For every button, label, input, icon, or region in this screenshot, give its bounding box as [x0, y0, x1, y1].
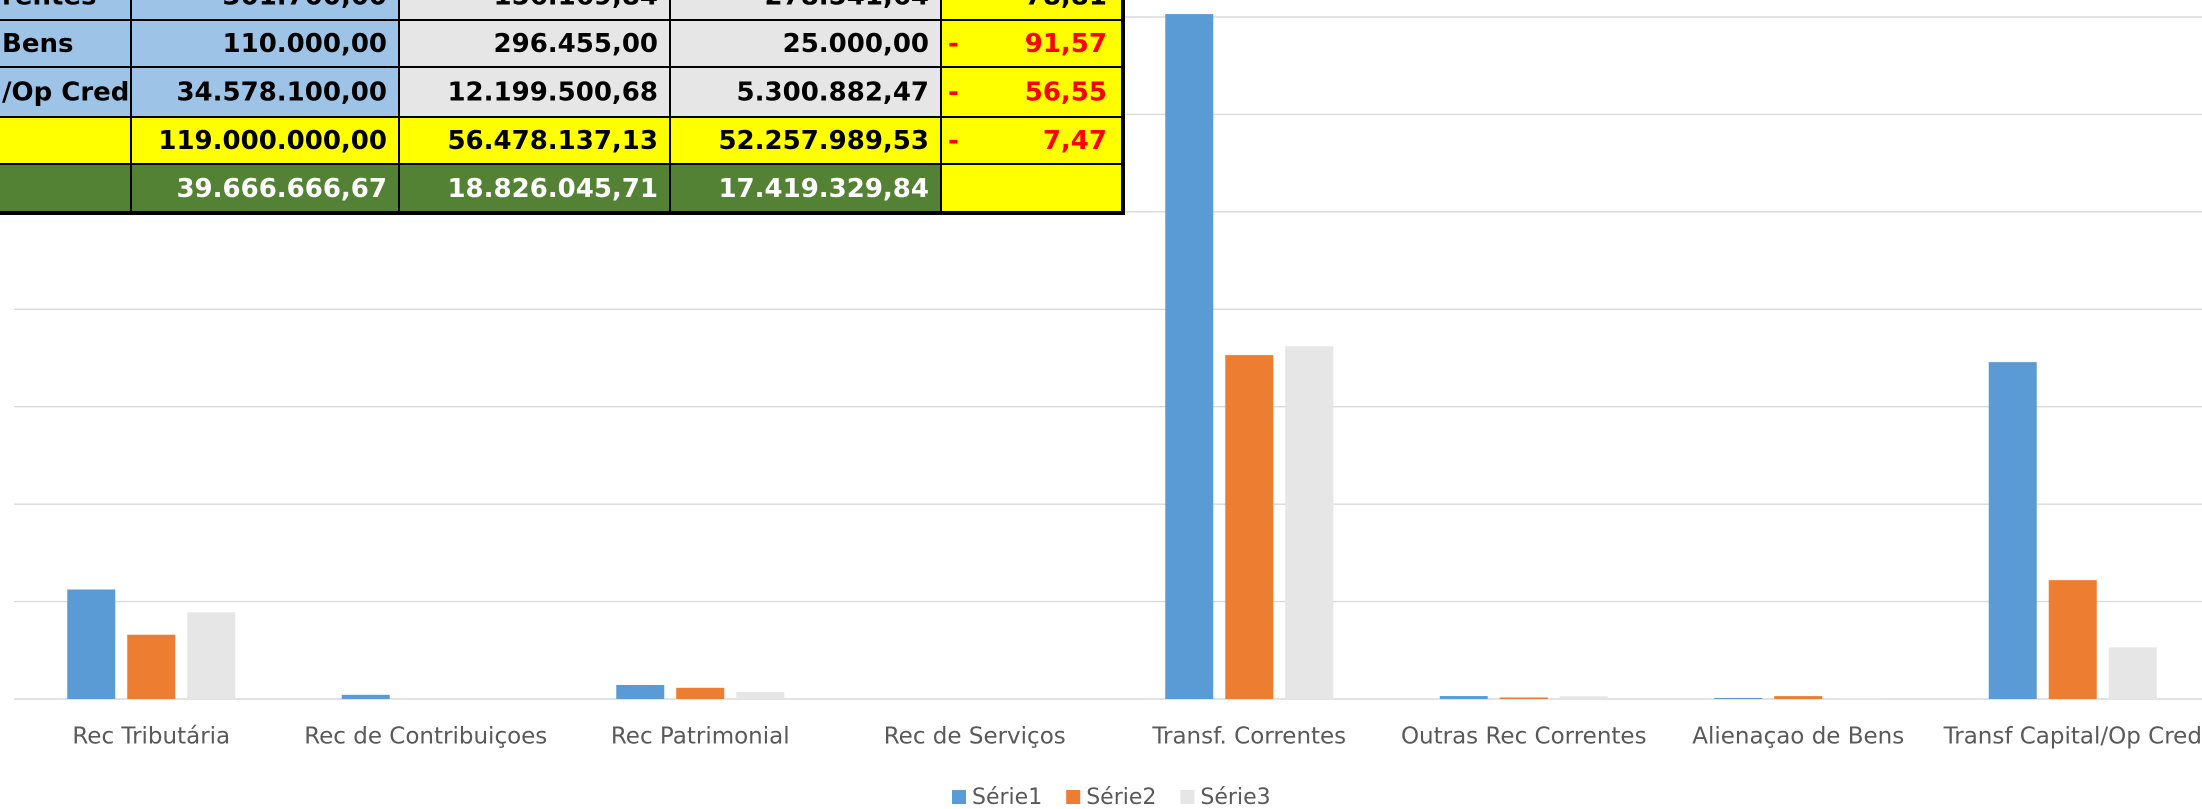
table-cell — [398, 66, 671, 118]
cell-pct: 91,57 — [1025, 29, 1107, 59]
x-tick-label: Rec Patrimonial — [611, 724, 790, 750]
table-cell — [0, 66, 132, 118]
bar — [1714, 697, 1763, 699]
legend-label: Série1 — [972, 785, 1042, 809]
cell-value: 17.419.329,84 — [718, 174, 929, 204]
bar — [1988, 362, 2037, 699]
bar — [1499, 697, 1548, 699]
bar — [736, 691, 785, 699]
x-tick-label: Transf. Correntes — [1151, 724, 1346, 750]
x-tick-label: Rec de Contribuiçoes — [304, 724, 547, 750]
cell-value: 52.257.989,53 — [718, 126, 929, 156]
table-cell — [940, 163, 1124, 214]
bar — [1774, 696, 1823, 699]
legend-swatch — [1180, 790, 1195, 804]
legend-label: Série3 — [1200, 785, 1270, 809]
table-cell — [669, 163, 942, 214]
table-cell — [940, 19, 1124, 68]
cell-value: 296.455,00 — [494, 29, 658, 59]
table-cell — [0, 116, 132, 165]
bar — [67, 589, 116, 699]
bar — [676, 687, 725, 699]
x-tick-label: Rec de Serviços — [884, 724, 1066, 750]
x-tick-label: Transf Capital/Op Cred — [1943, 724, 2202, 750]
cell-value: 25.000,00 — [783, 29, 929, 59]
cell-value: 18.826.045,71 — [447, 174, 658, 204]
cell-value: 156.169,84 — [494, 0, 658, 12]
cell-sign: - — [948, 29, 959, 59]
table-cell — [940, 116, 1124, 165]
bar — [1439, 696, 1488, 699]
legend-swatch — [1066, 790, 1081, 804]
cell-value: 56.478.137,13 — [447, 126, 658, 156]
cell-value: 5.300.882,47 — [737, 78, 929, 108]
legend-label: Série2 — [1086, 785, 1156, 809]
row-label: rentes — [2, 0, 97, 12]
table-cell — [398, 163, 671, 214]
table-cell — [669, 116, 942, 165]
legend-swatch — [952, 790, 966, 804]
bar — [341, 694, 390, 699]
table-cell — [940, 66, 1124, 118]
row-label: Bens — [2, 29, 73, 59]
row-label: /Op Cred — [2, 78, 129, 108]
table-cell — [0, 163, 132, 214]
cell-value: 39.666.666,67 — [176, 174, 387, 204]
bar — [2108, 647, 2157, 699]
cell-value: 12.199.500,68 — [447, 78, 658, 108]
bar — [1285, 346, 1334, 699]
bar — [2048, 580, 2097, 699]
table-border — [0, 0, 1125, 215]
x-tick-label: Outras Rec Correntes — [1401, 724, 1647, 750]
bar — [1225, 355, 1274, 699]
bar — [616, 684, 665, 699]
bar — [1165, 14, 1214, 699]
cell-value: 34.578.100,00 — [176, 78, 387, 108]
cell-value: 278.541,64 — [765, 0, 929, 12]
cell-pct: 78,81 — [1025, 0, 1107, 12]
x-tick-label: Rec Tributária — [72, 724, 230, 750]
x-tick-label: Alienaçao de Bens — [1692, 724, 1904, 750]
cell-sign: - — [948, 78, 959, 108]
cell-sign: - — [948, 126, 959, 156]
table-cell — [130, 163, 400, 214]
bar — [1559, 696, 1608, 699]
cell-value: 301.700,00 — [223, 0, 387, 12]
cell-pct: 56,55 — [1025, 78, 1107, 108]
bar — [187, 612, 236, 699]
cell-value: 110.000,00 — [223, 29, 387, 59]
cell-pct: 7,47 — [1043, 126, 1107, 156]
bar — [127, 634, 176, 699]
cell-value: 119.000.000,00 — [158, 126, 387, 156]
table-cell — [398, 116, 671, 165]
